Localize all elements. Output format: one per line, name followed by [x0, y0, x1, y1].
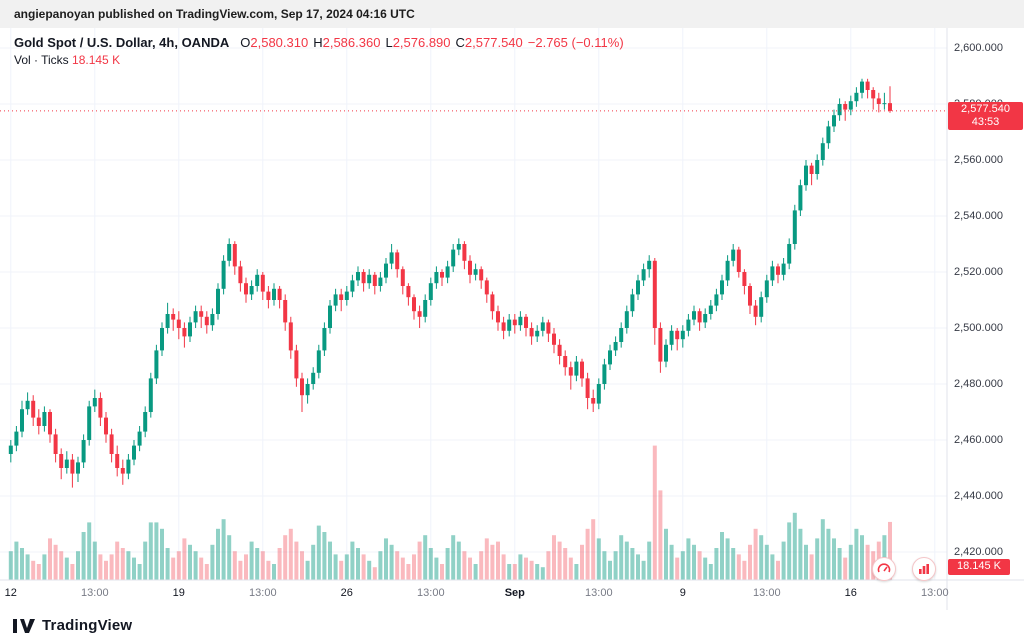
time-tick-label: 9: [679, 587, 686, 599]
candlestick-chart[interactable]: [0, 28, 1024, 610]
attribution-text: angiepanoyan published on TradingView.co…: [14, 7, 415, 21]
time-tick-label: Sep: [504, 587, 525, 599]
time-tick-label: 13:00: [585, 587, 613, 599]
time-tick-label: 13:00: [753, 587, 781, 599]
open-value: 2,580.310: [250, 35, 309, 50]
price-tick-label: 2,420.000: [954, 546, 1003, 558]
attribution-bar: angiepanoyan published on TradingView.co…: [0, 0, 1024, 28]
legend-row-volume: Vol · Ticks 18.145 K: [14, 52, 624, 69]
volume-indicator-value: 18.145 K: [72, 53, 121, 67]
columns-icon[interactable]: [912, 557, 936, 581]
high-value: 2,586.360: [322, 35, 381, 50]
symbol-title[interactable]: Gold Spot / U.S. Dollar, 4h, OANDA: [14, 35, 230, 50]
volume-value-badge: 18.145 K: [948, 559, 1010, 575]
change-value: −2.765 (−0.11%): [527, 35, 624, 50]
gauge-icon-glyph: [877, 563, 891, 573]
last-price-value: 2,577.540: [961, 102, 1010, 115]
time-tick-label: 13:00: [921, 587, 949, 599]
time-tick-label: 13:00: [81, 587, 109, 599]
time-tick-label: 26: [340, 587, 353, 599]
low-label: L: [385, 35, 393, 50]
last-price-badge: 2,577.540 43:53: [948, 101, 1023, 130]
legend-row-symbol: Gold Spot / U.S. Dollar, 4h, OANDA O2,580…: [14, 34, 624, 51]
price-tick-label: 2,460.000: [954, 434, 1003, 446]
footer-bar: TradingView: [0, 610, 1024, 641]
volume-indicator-label[interactable]: Vol · Ticks: [14, 53, 69, 67]
time-tick-label: 19: [172, 587, 185, 599]
chart-legend: Gold Spot / U.S. Dollar, 4h, OANDA O2,580…: [14, 34, 624, 69]
time-tick-label: 12: [4, 587, 17, 599]
bar-countdown: 43:53: [971, 115, 1000, 128]
columns-icon-glyph: [919, 564, 929, 574]
price-tick-label: 2,520.000: [954, 266, 1003, 278]
close-value: 2,577.540: [464, 35, 523, 50]
time-axis[interactable]: 12 13:00 19 13:00 26 13:00 Sep 13:00 9 13:00 16 13:…: [0, 581, 949, 610]
time-tick-label: 16: [844, 587, 857, 599]
high-label: H: [313, 35, 323, 50]
close-label: C: [455, 35, 465, 50]
gauge-icon[interactable]: [872, 557, 896, 581]
chart-area: Gold Spot / U.S. Dollar, 4h, OANDA O2,580…: [0, 28, 1024, 610]
low-value: 2,576.890: [392, 35, 451, 50]
open-label: O: [240, 35, 251, 50]
price-tick-label: 2,560.000: [954, 154, 1003, 166]
tradingview-brand[interactable]: TradingView: [42, 617, 133, 634]
time-tick-label: 13:00: [249, 587, 277, 599]
price-tick-label: 2,540.000: [954, 210, 1003, 222]
price-tick-label: 2,600.000: [954, 42, 1003, 54]
price-tick-label: 2,440.000: [954, 490, 1003, 502]
price-tick-label: 2,480.000: [954, 378, 1003, 390]
time-tick-label: 13:00: [417, 587, 445, 599]
price-tick-label: 2,500.000: [954, 322, 1003, 334]
tradingview-logo-icon[interactable]: [12, 617, 36, 635]
